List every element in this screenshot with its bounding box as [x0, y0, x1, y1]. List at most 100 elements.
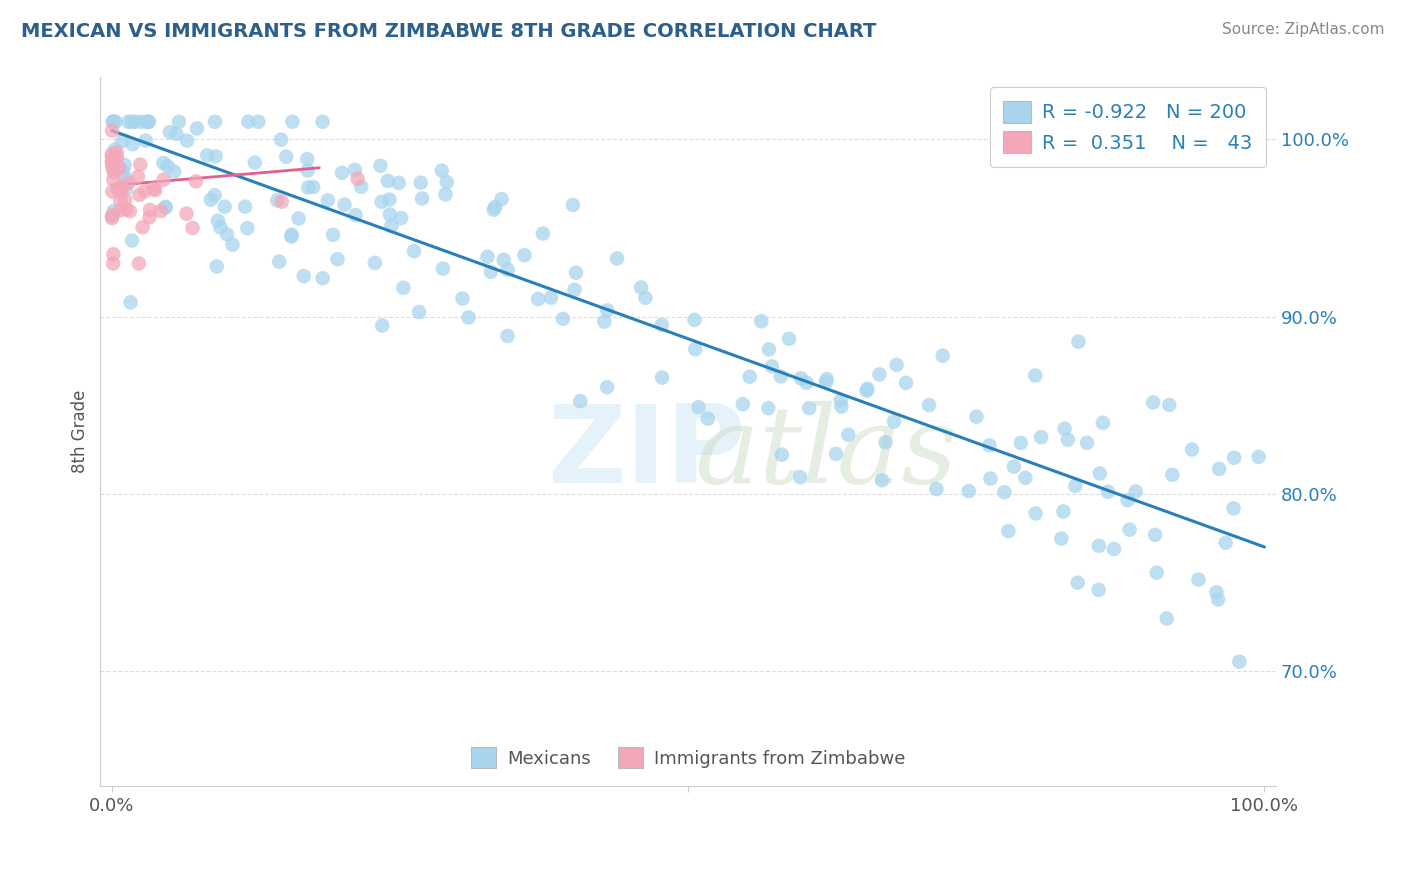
Mexicans: [565, 266, 588, 280]
Mexicans: [496, 262, 519, 277]
Mexicans: [1159, 398, 1181, 412]
Mexicans: [408, 305, 430, 319]
Mexicans: [156, 159, 179, 173]
Mexicans: [380, 219, 402, 233]
Mexicans: [200, 193, 222, 207]
Mexicans: [1116, 493, 1139, 508]
Mexicans: [233, 200, 256, 214]
Mexicans: [436, 175, 458, 189]
Mexicans: [247, 114, 270, 128]
Mexicans: [215, 227, 238, 242]
Immigrants from Zimbabwe: [176, 207, 198, 221]
Mexicans: [606, 252, 628, 266]
Mexicans: [287, 211, 309, 226]
Mexicans: [105, 182, 128, 196]
Immigrants from Zimbabwe: [105, 145, 128, 160]
Mexicans: [236, 221, 259, 235]
Mexicans: [276, 150, 298, 164]
Mexicans: [388, 176, 411, 190]
Mexicans: [1222, 501, 1244, 516]
Immigrants from Zimbabwe: [111, 179, 134, 194]
Mexicans: [1097, 484, 1119, 499]
Mexicans: [1076, 435, 1098, 450]
Mexicans: [1087, 582, 1109, 597]
Mexicans: [979, 471, 1001, 485]
Mexicans: [651, 370, 673, 384]
Mexicans: [378, 193, 401, 207]
Mexicans: [479, 265, 502, 279]
Mexicans: [120, 295, 142, 310]
Mexicans: [789, 470, 811, 484]
Mexicans: [1161, 467, 1184, 482]
Mexicans: [163, 164, 186, 178]
Mexicans: [377, 174, 399, 188]
Mexicans: [758, 343, 780, 357]
Mexicans: [825, 447, 848, 461]
Immigrants from Zimbabwe: [134, 184, 156, 198]
Text: MEXICAN VS IMMIGRANTS FROM ZIMBABWE 8TH GRADE CORRELATION CHART: MEXICAN VS IMMIGRANTS FROM ZIMBABWE 8TH …: [21, 22, 876, 41]
Mexicans: [159, 125, 181, 139]
Mexicans: [830, 393, 852, 408]
Immigrants from Zimbabwe: [270, 194, 292, 209]
Mexicans: [769, 369, 792, 384]
Mexicans: [1215, 535, 1237, 549]
Mexicans: [540, 291, 562, 305]
Text: Source: ZipAtlas.com: Source: ZipAtlas.com: [1222, 22, 1385, 37]
Mexicans: [111, 135, 134, 149]
Mexicans: [688, 401, 710, 415]
Mexicans: [1067, 575, 1090, 590]
Mexicans: [409, 176, 432, 190]
Mexicans: [1053, 422, 1076, 436]
Mexicans: [564, 283, 586, 297]
Mexicans: [931, 349, 953, 363]
Mexicans: [814, 376, 837, 390]
Mexicans: [101, 159, 124, 173]
Mexicans: [561, 198, 583, 212]
Mexicans: [756, 401, 779, 416]
Immigrants from Zimbabwe: [107, 181, 129, 195]
Mexicans: [364, 256, 387, 270]
Mexicans: [957, 484, 980, 499]
Mexicans: [292, 269, 315, 284]
Mexicans: [883, 415, 905, 429]
Mexicans: [1102, 542, 1125, 557]
Mexicans: [1025, 507, 1047, 521]
Mexicans: [281, 114, 304, 128]
Mexicans: [103, 114, 125, 128]
Mexicans: [1142, 395, 1164, 409]
Immigrants from Zimbabwe: [101, 155, 124, 169]
Mexicans: [1205, 585, 1227, 599]
Mexicans: [121, 137, 143, 152]
Mexicans: [114, 182, 136, 196]
Mexicans: [322, 227, 344, 242]
Mexicans: [770, 448, 793, 462]
Immigrants from Zimbabwe: [128, 256, 150, 270]
Mexicans: [731, 397, 754, 411]
Mexicans: [593, 315, 616, 329]
Mexicans: [738, 369, 761, 384]
Mexicans: [683, 313, 706, 327]
Mexicans: [186, 121, 208, 136]
Mexicans: [311, 114, 333, 128]
Mexicans: [651, 318, 673, 332]
Immigrants from Zimbabwe: [118, 176, 141, 190]
Immigrants from Zimbabwe: [128, 187, 150, 202]
Mexicans: [204, 149, 226, 163]
Mexicans: [1118, 523, 1140, 537]
Mexicans: [370, 194, 392, 209]
Mexicans: [104, 114, 127, 128]
Mexicans: [326, 252, 349, 267]
Immigrants from Zimbabwe: [101, 211, 124, 226]
Mexicans: [117, 114, 139, 128]
Immigrants from Zimbabwe: [118, 204, 141, 219]
Legend: Mexicans, Immigrants from Zimbabwe: Mexicans, Immigrants from Zimbabwe: [463, 739, 914, 777]
Immigrants from Zimbabwe: [101, 123, 124, 137]
Mexicans: [856, 382, 879, 396]
Mexicans: [114, 171, 136, 186]
Text: ZIP: ZIP: [547, 400, 745, 506]
Mexicans: [302, 180, 325, 194]
Mexicans: [761, 359, 783, 374]
Mexicans: [1144, 528, 1167, 542]
Mexicans: [280, 229, 302, 244]
Mexicans: [551, 311, 574, 326]
